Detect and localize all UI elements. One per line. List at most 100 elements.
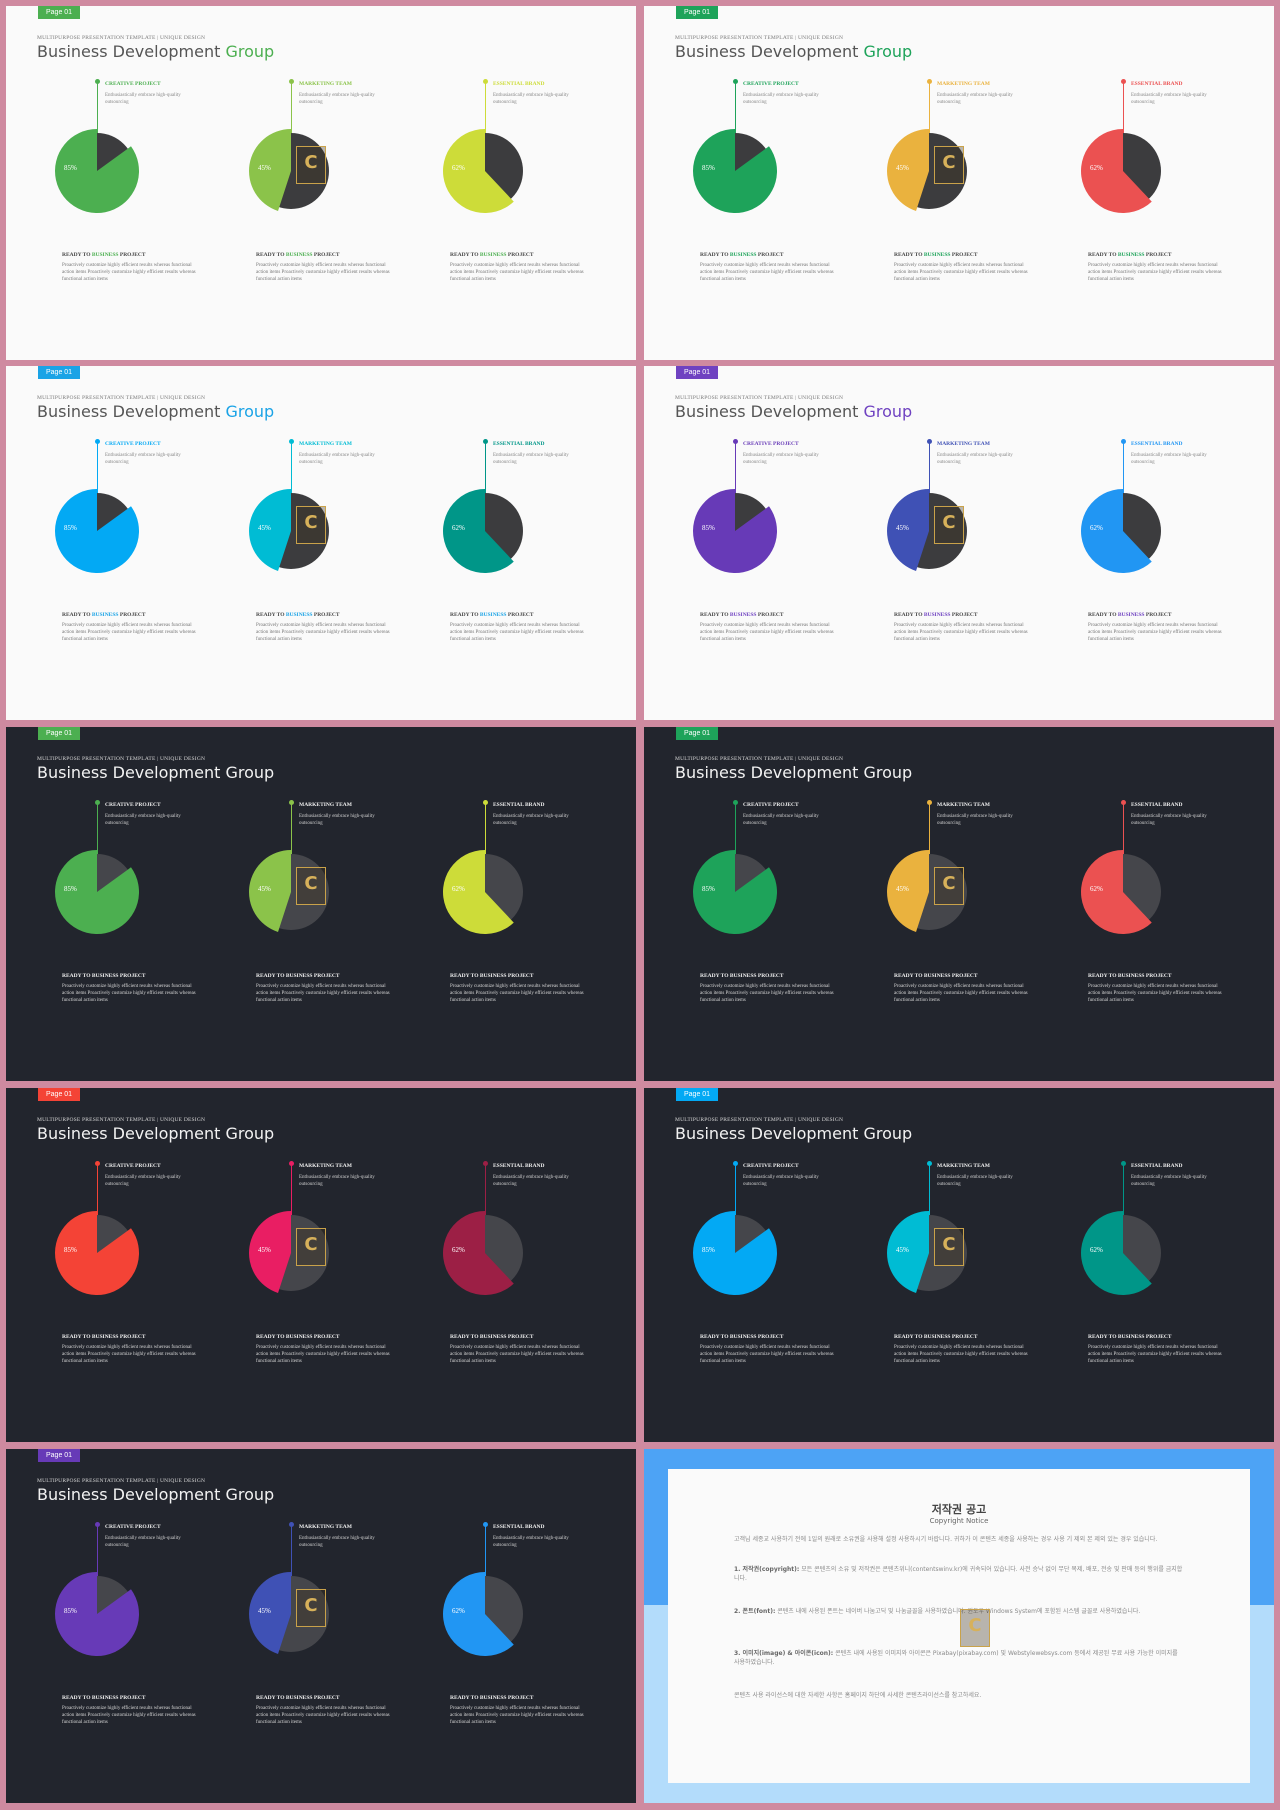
ready-heading: READY TO BUSINESS PROJECT bbox=[1088, 1334, 1172, 1340]
category-label: ESSENTIAL BRAND bbox=[1131, 1163, 1183, 1169]
pie-wrapper bbox=[886, 476, 972, 576]
ready-pre: READY TO bbox=[894, 1334, 924, 1340]
pie-percent-label: 62% bbox=[1090, 164, 1103, 172]
pie-wrapper bbox=[1080, 837, 1166, 937]
slide-kicker: MULTIPURPOSE PRESENTATION TEMPLATE | UNI… bbox=[675, 756, 844, 762]
category-description: Enthusiastically embrace high-quality ou… bbox=[105, 814, 181, 826]
ready-post: PROJECT bbox=[1144, 252, 1172, 258]
pie-column: CREATIVE PROJECT Enthusiastically embrace… bbox=[6, 727, 196, 1081]
connector-line bbox=[735, 82, 736, 162]
logo-letter: C bbox=[942, 873, 956, 894]
pie-column: ESSENTIAL BRAND Enthusiastically embrace … bbox=[1032, 727, 1222, 1081]
pie-column: CREATIVE PROJECT Enthusiastically embrace… bbox=[644, 366, 834, 720]
pie-value-slice bbox=[887, 850, 929, 932]
ready-heading: READY TO BUSINESS PROJECT bbox=[1088, 973, 1172, 979]
pie-chart bbox=[693, 1211, 778, 1295]
ready-heading: READY TO BUSINESS PROJECT bbox=[450, 973, 534, 979]
pie-wrapper bbox=[54, 1559, 140, 1659]
title-main: Business Development bbox=[675, 42, 864, 61]
connector-line bbox=[1123, 82, 1124, 162]
ready-highlight: BUSINESS bbox=[479, 252, 507, 258]
copyright-paragraph: 콘텐츠 사용 라이선스에 대한 자세한 사항은 홈페이지 하단에 사세한 콘텐츠… bbox=[734, 1691, 1184, 1700]
body-text: Proactively customize highly efficient r… bbox=[62, 263, 196, 282]
pie-percent-label: 62% bbox=[452, 1246, 465, 1254]
page-badge: Page 01 bbox=[38, 1449, 81, 1462]
category-description: Enthusiastically embrace high-quality ou… bbox=[1131, 93, 1207, 105]
ready-heading: READY TO BUSINESS PROJECT bbox=[894, 973, 978, 979]
pie-value-slice bbox=[693, 1211, 778, 1295]
slide: Page 01 MULTIPURPOSE PRESENTATION TEMPLAT… bbox=[6, 1088, 636, 1442]
category-label: CREATIVE PROJECT bbox=[105, 441, 161, 447]
pie-value-slice bbox=[1081, 129, 1152, 213]
pie-wrapper bbox=[442, 116, 528, 216]
paragraph-text: 고객님 세종교 사용하기 전에 1일의 원래로 소유권을 사용해 설정 사용하시… bbox=[734, 1536, 1158, 1543]
ready-post: PROJECT bbox=[118, 252, 146, 258]
category-label: CREATIVE PROJECT bbox=[105, 1163, 161, 1169]
pie-column: MARKETING TEAM Enthusiastically embrace h… bbox=[200, 1449, 390, 1803]
ready-post: PROJECT bbox=[312, 612, 340, 618]
ready-highlight: BUSINESS bbox=[479, 1334, 507, 1340]
category-description: Enthusiastically embrace high-quality ou… bbox=[493, 1536, 569, 1548]
connector-dot bbox=[1121, 800, 1126, 805]
watermark-logo: C bbox=[960, 1609, 990, 1647]
connector-dot bbox=[95, 79, 100, 84]
pie-percent-label: 85% bbox=[702, 164, 715, 172]
body-text: Proactively customize highly efficient r… bbox=[894, 263, 1028, 282]
pie-column: CREATIVE PROJECT Enthusiastically embrace… bbox=[6, 1449, 196, 1803]
slide: Page 01 MULTIPURPOSE PRESENTATION TEMPLAT… bbox=[644, 727, 1274, 1081]
category-label: ESSENTIAL BRAND bbox=[493, 1163, 545, 1169]
connector-line bbox=[291, 442, 292, 522]
ready-pre: READY TO bbox=[256, 252, 286, 258]
pie-chart bbox=[693, 489, 778, 573]
body-text: Proactively customize highly efficient r… bbox=[256, 623, 390, 642]
pie-column: MARKETING TEAM Enthusiastically embrace h… bbox=[200, 1088, 390, 1442]
connector-dot bbox=[927, 800, 932, 805]
pie-value-slice bbox=[1081, 1211, 1152, 1295]
ready-pre: READY TO bbox=[62, 612, 92, 618]
ready-heading: READY TO BUSINESS PROJECT bbox=[256, 1334, 340, 1340]
connector-dot bbox=[289, 1161, 294, 1166]
page-badge: Page 01 bbox=[38, 366, 81, 379]
pie-column: MARKETING TEAM Enthusiastically embrace h… bbox=[838, 727, 1028, 1081]
ready-pre: READY TO bbox=[450, 612, 480, 618]
ready-highlight: BUSINESS bbox=[729, 252, 757, 258]
pie-wrapper bbox=[54, 837, 140, 937]
pie-column: ESSENTIAL BRAND Enthusiastically embrace … bbox=[394, 1449, 584, 1803]
ready-heading: READY TO BUSINESS PROJECT bbox=[700, 1334, 784, 1340]
watermark-logo: C bbox=[934, 506, 964, 544]
pie-chart bbox=[249, 1211, 329, 1293]
pie-value-slice bbox=[249, 1211, 291, 1293]
ready-pre: READY TO bbox=[450, 973, 480, 979]
category-label: CREATIVE PROJECT bbox=[743, 81, 799, 87]
slide: Page 01 MULTIPURPOSE PRESENTATION TEMPLAT… bbox=[6, 6, 636, 360]
pie-chart bbox=[887, 850, 967, 932]
ready-highlight: BUSINESS bbox=[479, 973, 507, 979]
pie-wrapper bbox=[1080, 116, 1166, 216]
category-description: Enthusiastically embrace high-quality ou… bbox=[743, 453, 819, 465]
category-description: Enthusiastically embrace high-quality ou… bbox=[493, 814, 569, 826]
connector-line bbox=[97, 442, 98, 522]
ready-highlight: BUSINESS bbox=[923, 252, 951, 258]
body-text: Proactively customize highly efficient r… bbox=[450, 984, 584, 1003]
connector-dot bbox=[733, 800, 738, 805]
pie-percent-label: 85% bbox=[64, 885, 77, 893]
category-description: Enthusiastically embrace high-quality ou… bbox=[493, 1175, 569, 1187]
connector-line bbox=[929, 442, 930, 522]
ready-highlight: BUSINESS bbox=[479, 1695, 507, 1701]
category-description: Enthusiastically embrace high-quality ou… bbox=[105, 1536, 181, 1548]
ready-pre: READY TO bbox=[700, 973, 730, 979]
ready-pre: READY TO bbox=[62, 973, 92, 979]
connector-dot bbox=[483, 800, 488, 805]
ready-post: PROJECT bbox=[950, 252, 978, 258]
ready-highlight: BUSINESS bbox=[1117, 1334, 1145, 1340]
ready-heading: READY TO BUSINESS PROJECT bbox=[450, 1334, 534, 1340]
pie-wrapper bbox=[692, 476, 778, 576]
title-accent: Group bbox=[225, 42, 275, 61]
copyright-slide: 저작권 공고 Copyright Notice 고객님 세종교 사용하기 전에 1일… bbox=[644, 1449, 1274, 1803]
body-text: Proactively customize highly efficient r… bbox=[62, 984, 196, 1003]
connector-dot bbox=[1121, 1161, 1126, 1166]
slide-title: Business Development Group bbox=[37, 1485, 275, 1504]
body-text: Proactively customize highly efficient r… bbox=[450, 1345, 584, 1364]
pie-value-slice bbox=[443, 489, 514, 573]
